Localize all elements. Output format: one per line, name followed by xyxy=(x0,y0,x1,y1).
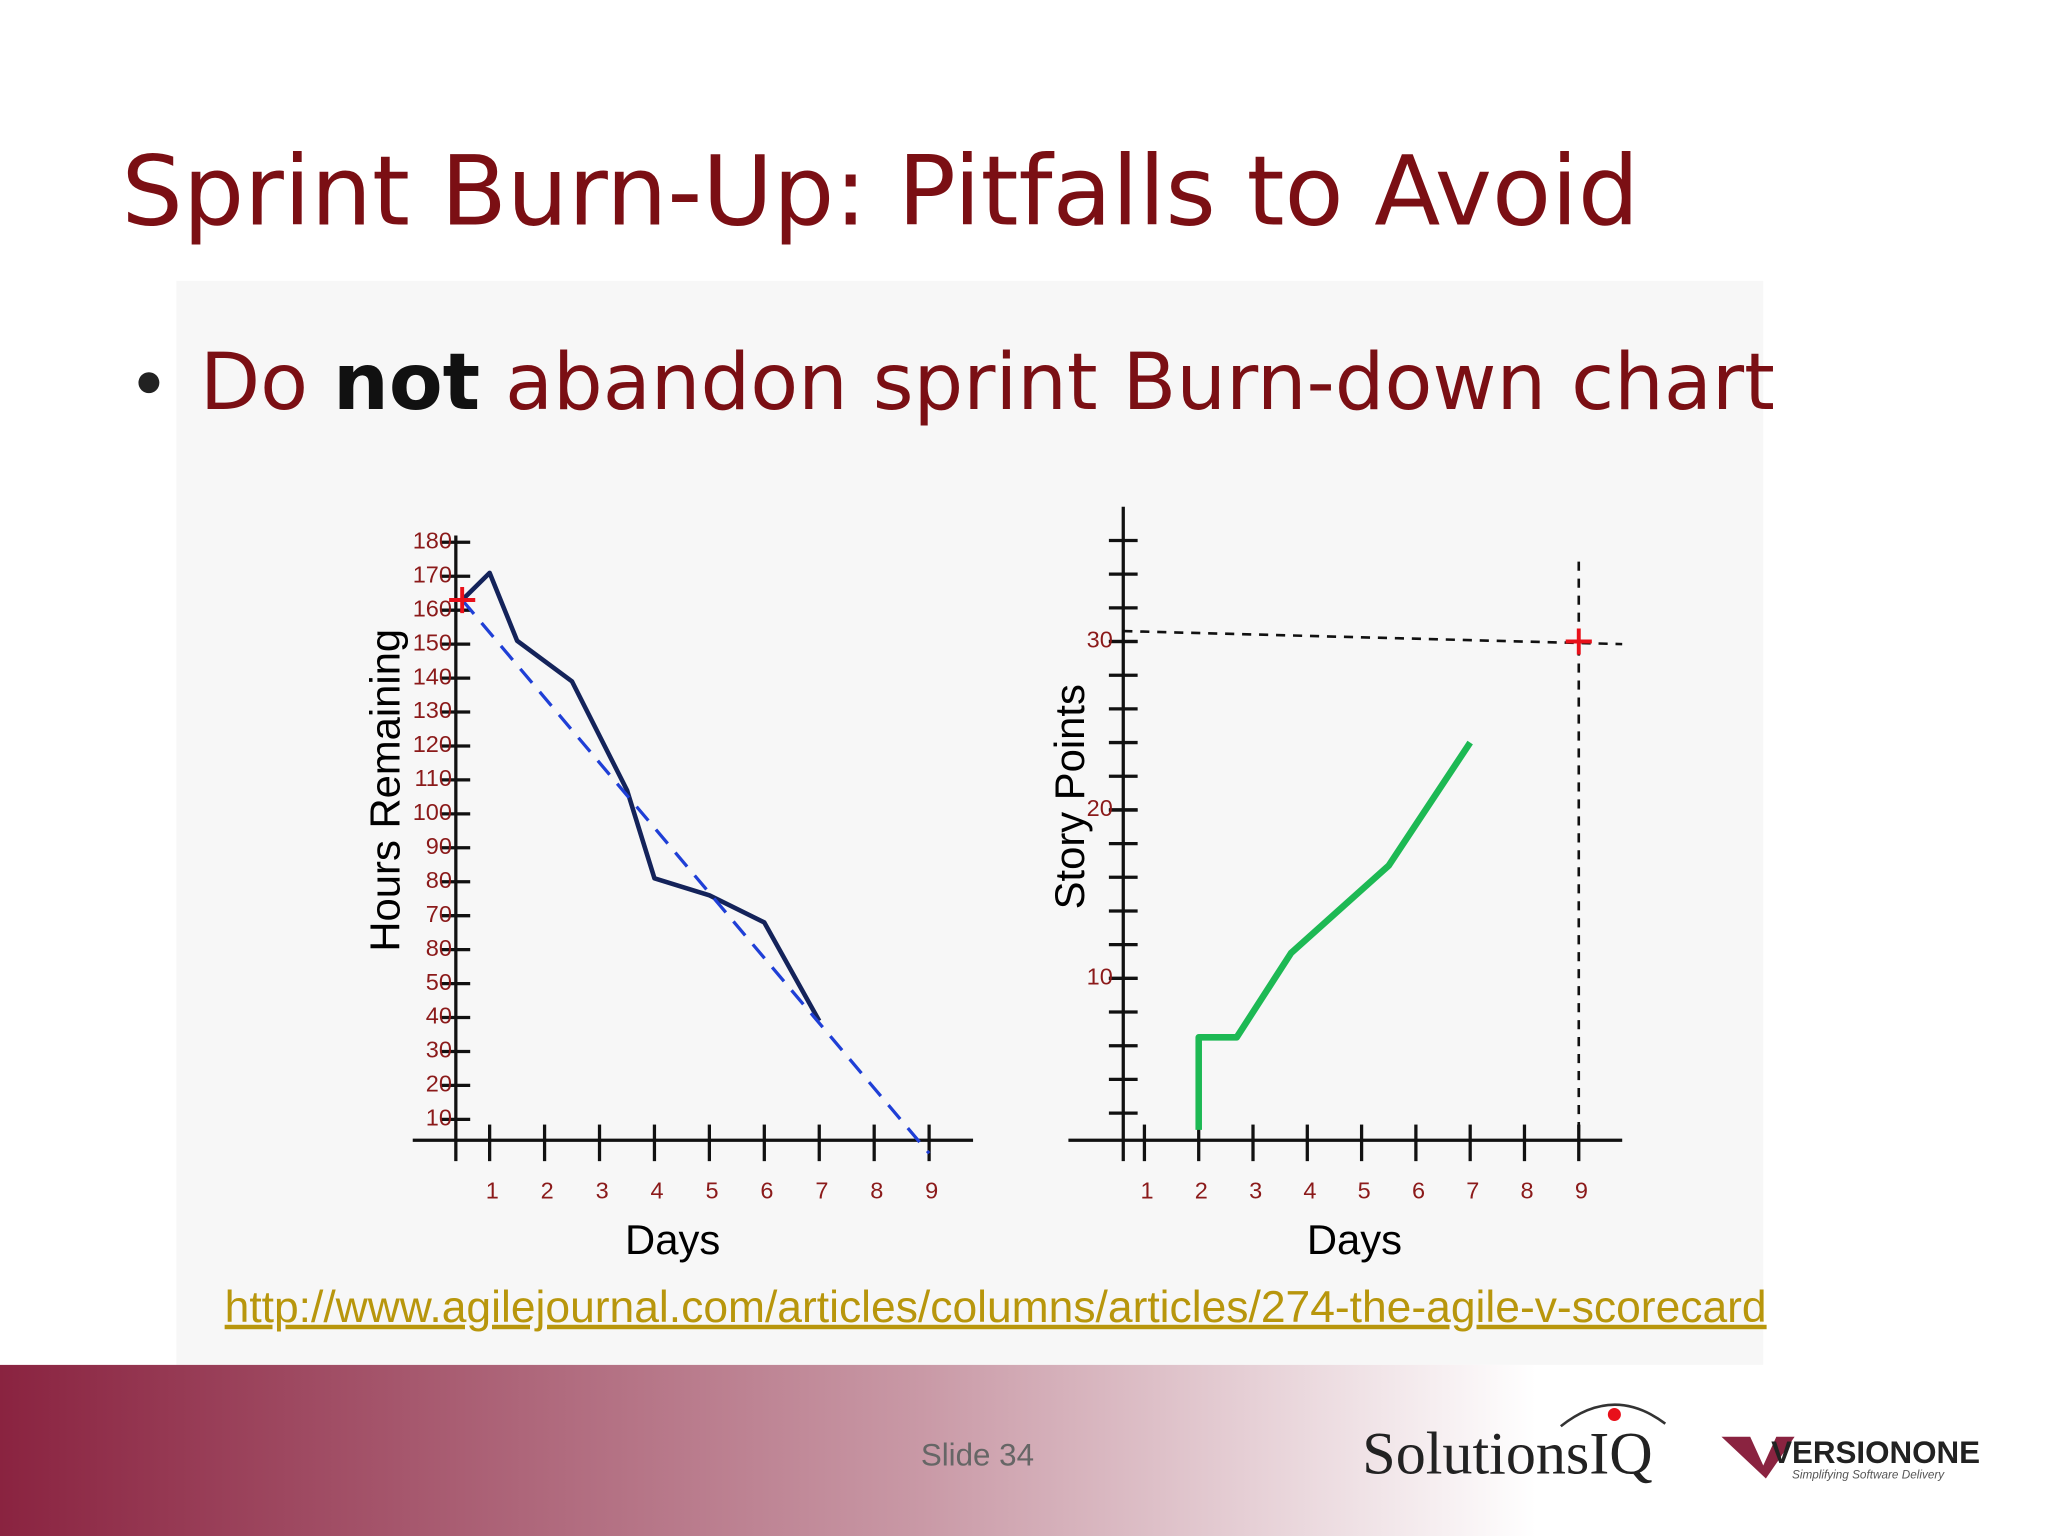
cross-marker xyxy=(1565,628,1592,655)
x-tick-label: 7 xyxy=(815,1178,828,1204)
y-tick-label: 20 xyxy=(426,1071,452,1097)
x-tick-label: 4 xyxy=(1303,1178,1316,1204)
data-line xyxy=(1195,740,1473,1130)
target-guide-h xyxy=(1123,629,1623,646)
x-tick-label: 2 xyxy=(541,1178,554,1204)
logo-dot xyxy=(1607,1408,1621,1422)
y-tick-label: 100 xyxy=(413,799,452,825)
source-link[interactable]: http://www.agilejournal.com/articles/col… xyxy=(225,1283,1767,1332)
y-axis-label: Story Points xyxy=(1046,684,1093,909)
x-tick-label: 9 xyxy=(1575,1178,1588,1204)
y-tick-label: 20 xyxy=(1087,795,1113,821)
x-tick-label: 4 xyxy=(651,1178,664,1204)
bullet-bold: not xyxy=(333,337,480,428)
y-tick-label: 160 xyxy=(413,595,452,621)
x-tick-label: 8 xyxy=(870,1178,883,1204)
y-tick-label: 10 xyxy=(1087,964,1113,990)
x-tick-label: 6 xyxy=(760,1178,773,1204)
bullet-text: Do not abandon sprint Burn-down chart xyxy=(200,337,1775,428)
y-tick-label: 10 xyxy=(426,1105,452,1131)
x-tick-label: 3 xyxy=(1249,1178,1262,1204)
cross-marker xyxy=(449,586,476,614)
y-tick-label: 130 xyxy=(413,697,452,723)
y-tick-label: 80 xyxy=(426,867,452,893)
content-panel xyxy=(176,280,1764,1365)
x-tick-label: 5 xyxy=(705,1178,718,1204)
x-tick-label: 5 xyxy=(1358,1178,1371,1204)
y-tick-label: 90 xyxy=(426,833,452,859)
y-tick-label: 120 xyxy=(413,731,452,757)
x-tick-label: 6 xyxy=(1412,1178,1425,1204)
y-tick-label: 40 xyxy=(426,1003,452,1029)
y-tick-label: 180 xyxy=(413,528,452,554)
data-line xyxy=(460,570,822,1023)
y-tick-label: 110 xyxy=(414,765,451,791)
logo-v xyxy=(1721,1436,1795,1479)
x-tick-label: 1 xyxy=(486,1178,499,1204)
x-tick-label: 2 xyxy=(1195,1178,1208,1204)
x-tick-label: 7 xyxy=(1466,1178,1479,1204)
x-axis-label: Days xyxy=(1307,1216,1402,1263)
x-axis-label: Days xyxy=(625,1216,720,1263)
bullet-part: Do xyxy=(200,337,333,428)
y-tick-label: 30 xyxy=(1087,627,1113,653)
y-tick-label: 170 xyxy=(413,561,452,587)
y-tick-label: 150 xyxy=(413,629,452,655)
slide-number: Slide 34 xyxy=(921,1437,1034,1472)
data-line xyxy=(460,598,931,1155)
charts: 1020304050807080901001101201301401501601… xyxy=(362,506,1623,1263)
y-tick-label: 140 xyxy=(413,663,452,689)
y-tick-label: 30 xyxy=(426,1037,452,1063)
x-tick-label: 1 xyxy=(1140,1178,1153,1204)
logo-arc xyxy=(1560,1403,1667,1428)
footer-band xyxy=(0,1364,2048,1536)
logo-tagline: Simplifying Software Delivery xyxy=(1792,1469,1945,1482)
y-tick-label: 50 xyxy=(426,969,452,995)
y-axis-label: Hours Remaining xyxy=(362,629,409,952)
x-tick-label: 8 xyxy=(1521,1178,1534,1204)
logo-versionone: VERSIONONE xyxy=(1771,1435,1980,1470)
bullet-dot xyxy=(138,372,160,394)
logo-solutionsiq: SolutionsIQ xyxy=(1362,1419,1652,1486)
slide-title: Sprint Burn-Up: Pitfalls to Avoid xyxy=(121,135,1639,248)
x-tick-label: 3 xyxy=(596,1178,609,1204)
x-tick-label: 9 xyxy=(925,1178,938,1204)
y-tick-label: 80 xyxy=(426,935,452,961)
y-tick-label: 70 xyxy=(426,901,452,927)
bullet-part: abandon sprint Burn-down chart xyxy=(480,337,1775,428)
